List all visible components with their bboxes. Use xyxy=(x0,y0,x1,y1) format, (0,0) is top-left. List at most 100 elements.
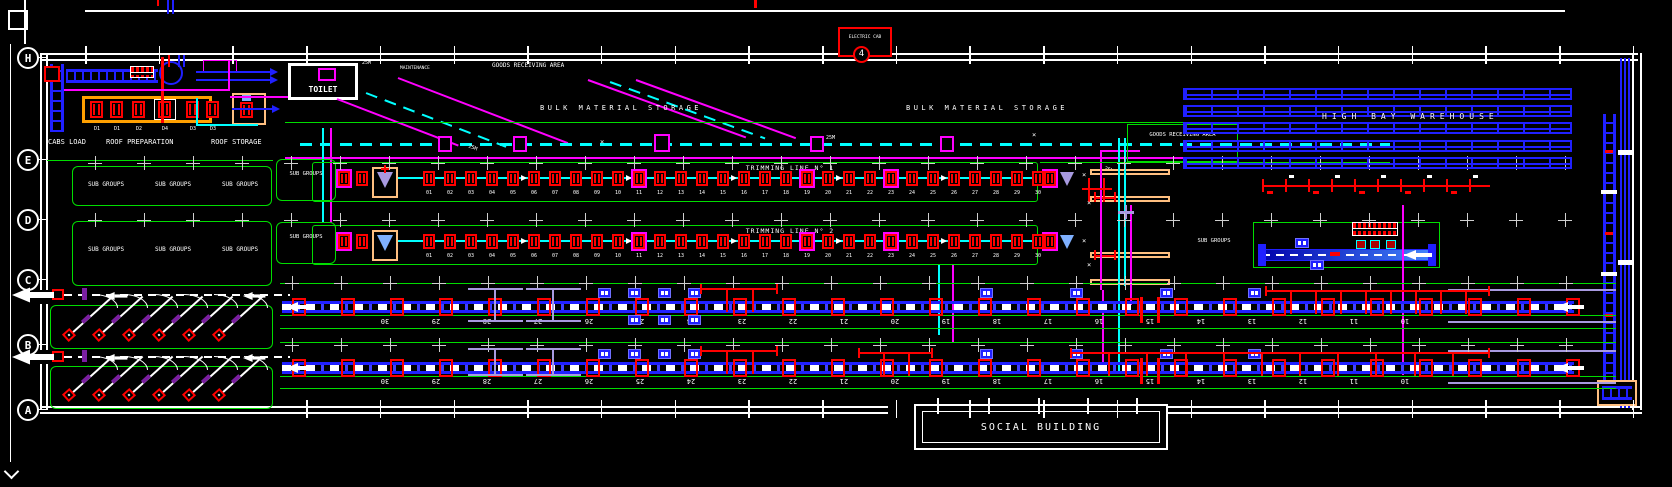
trim-station-number: 03 xyxy=(467,253,475,259)
carrier-frame xyxy=(468,348,523,376)
grid-cross xyxy=(1559,338,1573,352)
column-tick xyxy=(937,398,939,414)
trim-station xyxy=(486,171,498,186)
trim-station xyxy=(696,171,708,186)
trim-station-number: 14 xyxy=(698,253,706,259)
machine-label: D3 xyxy=(189,126,197,132)
conveyor-station-frame xyxy=(684,359,698,377)
overhead-drop xyxy=(1157,297,1160,323)
sub-groups-cell xyxy=(276,159,336,201)
assembly-cart xyxy=(628,315,641,325)
grid-bubble-H: H xyxy=(17,47,39,69)
grid-cross xyxy=(235,156,249,170)
assembly-cart xyxy=(658,315,671,325)
wall-left-mid xyxy=(40,304,48,350)
grid-cross xyxy=(1167,338,1181,352)
grid-cross xyxy=(1020,338,1034,352)
operator-symbol xyxy=(377,172,393,188)
assembly-cart xyxy=(658,349,671,359)
transport-line xyxy=(322,128,324,223)
assembly-position-number: 26 xyxy=(584,317,594,325)
conveyor-station-frame xyxy=(1419,359,1433,377)
area-label-roof-storage: ROOF STORAGE xyxy=(211,138,262,146)
grid-cross xyxy=(1118,276,1132,290)
area-label-roof-preparation: ROOF PREPARATION xyxy=(106,138,174,146)
column-tick xyxy=(1559,46,1561,64)
cell-conveyor-end xyxy=(1258,244,1266,266)
grid-line-tick xyxy=(39,279,47,280)
trim-station xyxy=(1044,234,1056,249)
conveyor-station-frame xyxy=(537,298,551,316)
overhead-drop xyxy=(1340,290,1342,314)
grid-cross xyxy=(480,156,494,170)
grid-cross xyxy=(579,276,593,290)
flow-arrow-icon xyxy=(941,175,947,181)
conveyor-station-frame xyxy=(978,298,992,316)
column-tick xyxy=(158,46,161,64)
trim-station-number: 09 xyxy=(593,253,601,259)
conveyor-station-frame xyxy=(1223,298,1237,316)
conveyor-station-frame xyxy=(390,359,404,377)
column-tick xyxy=(306,46,308,64)
grid-bubble-D: D xyxy=(17,209,39,231)
trim-station xyxy=(843,234,855,249)
dimension-mark xyxy=(1473,175,1478,178)
assembly-position-number: 24 xyxy=(686,377,696,385)
trim-station-number: 13 xyxy=(677,190,685,196)
dimension-mark xyxy=(1313,191,1319,194)
trim-station xyxy=(423,234,435,249)
flow-arrow-icon xyxy=(521,238,527,244)
cart-path-curve xyxy=(124,356,148,370)
transfer-gate xyxy=(654,134,670,152)
trim-station xyxy=(738,171,750,186)
conveyor-station-frame xyxy=(1272,359,1286,377)
carrier-bar xyxy=(1448,289,1616,291)
assembly-position-number: 23 xyxy=(737,377,747,385)
route-line xyxy=(228,60,230,91)
trim-station xyxy=(843,171,855,186)
trim-station xyxy=(990,171,1002,186)
zone-line xyxy=(280,388,1616,389)
wall-bottom-right xyxy=(1164,406,1642,414)
column-tick xyxy=(1043,46,1045,64)
dimension-tick xyxy=(1377,179,1379,192)
trim-station xyxy=(356,171,368,186)
conveyor-station-frame xyxy=(1272,298,1286,316)
trim-station-number: 18 xyxy=(782,190,790,196)
transport-line xyxy=(1118,286,1120,374)
transfer-arrow-line xyxy=(196,71,270,73)
conveyor-station-frame xyxy=(1517,359,1531,377)
assembly-position-number: 11 xyxy=(1349,377,1359,385)
flow-arrow-icon xyxy=(731,175,737,181)
hoist-mark: × xyxy=(1087,261,1092,269)
route-line xyxy=(330,128,332,223)
route-line xyxy=(1130,205,1132,305)
trim-station xyxy=(948,171,960,186)
grid-cross xyxy=(1412,276,1426,290)
grid-cross xyxy=(1559,276,1573,290)
trim-station xyxy=(801,234,813,249)
sheet-border-top xyxy=(85,10,1565,12)
grid-cross xyxy=(334,276,348,290)
trim-station-number: 06 xyxy=(530,190,538,196)
grid-cross xyxy=(922,276,936,290)
transfer-gate xyxy=(810,136,824,152)
column-tick xyxy=(674,400,677,418)
overhead-drop xyxy=(1465,290,1467,314)
zone-line xyxy=(280,315,1616,316)
transfer-conveyor xyxy=(1090,169,1170,175)
grid-cross xyxy=(873,276,887,290)
trim-station xyxy=(549,234,561,249)
assembly-position-number: 22 xyxy=(788,377,798,385)
assembly-cart xyxy=(1248,288,1261,298)
grid-cross xyxy=(676,213,690,227)
assembly-line-1-conveyor xyxy=(282,301,1574,313)
sub-groups-zone xyxy=(72,166,272,206)
sub-groups-label: SUB GROUPS xyxy=(289,171,323,177)
trim-station-number: 26 xyxy=(950,190,958,196)
flow-arrow-icon xyxy=(836,175,842,181)
column-tick xyxy=(1038,398,1040,414)
transport-dashed-line xyxy=(300,143,1390,146)
grid-cross xyxy=(382,213,396,227)
grid-cross xyxy=(1167,276,1181,290)
